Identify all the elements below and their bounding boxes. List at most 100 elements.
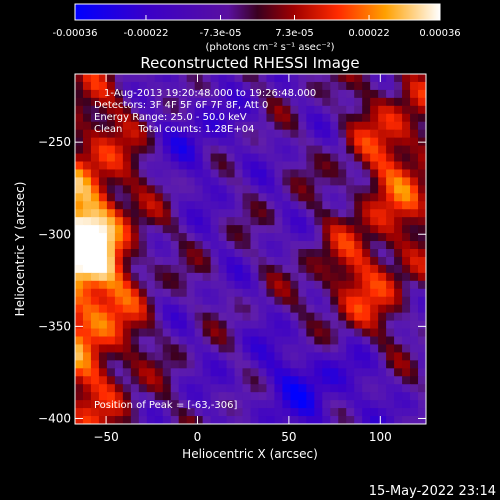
heatmap-cell (338, 209, 347, 218)
heatmap-cell (338, 185, 347, 194)
heatmap-cell (242, 344, 252, 353)
heatmap-cell (130, 121, 140, 131)
heatmap-cell (370, 89, 379, 99)
heatmap-cell (250, 280, 260, 290)
heatmap-cell (402, 408, 411, 417)
heatmap-cell (418, 185, 426, 194)
heatmap-cell (218, 193, 228, 202)
heatmap-cell (234, 336, 244, 346)
heatmap-cell (178, 304, 188, 314)
heatmap-cell (114, 360, 124, 369)
heatmap-cell (98, 153, 108, 163)
heatmap-cell (82, 264, 92, 274)
heatmap-cell (274, 408, 284, 417)
heatmap-cell (90, 185, 100, 194)
heatmap-cell (170, 336, 180, 346)
heatmap-cell (314, 264, 323, 274)
heatmap-cell (306, 320, 315, 330)
heatmap-cell (362, 225, 371, 234)
heatmap-cell (338, 304, 347, 314)
heatmap-cell (138, 145, 148, 155)
heatmap-cell (114, 400, 124, 409)
heatmap-cell (418, 416, 426, 424)
heatmap-cell (306, 225, 315, 234)
heatmap-cell (354, 185, 363, 194)
heatmap-cell (282, 320, 291, 330)
heatmap-cell (258, 177, 268, 186)
heatmap-cell (402, 193, 411, 202)
heatmap-cell (298, 312, 307, 322)
heatmap-cell (258, 137, 268, 147)
heatmap-cell (218, 256, 228, 266)
heatmap-cell (154, 81, 164, 91)
heatmap-cell (402, 400, 411, 409)
heatmap-cell (210, 201, 220, 210)
heatmap-cell (162, 97, 172, 107)
heatmap-cell (274, 256, 284, 266)
heatmap-cell (402, 376, 411, 385)
heatmap-cell (75, 416, 84, 424)
heatmap-cell (170, 368, 180, 377)
heatmap-cell (146, 304, 156, 314)
heatmap-cell (298, 161, 307, 171)
heatmap-cell (138, 312, 148, 322)
heatmap-cell (234, 384, 244, 393)
heatmap-cell (298, 320, 307, 330)
heatmap-cell (130, 225, 140, 234)
heatmap-cell (170, 89, 180, 99)
heatmap-cell (130, 145, 140, 155)
heatmap-cell (298, 193, 307, 202)
heatmap-cell (130, 105, 140, 115)
heatmap-cell (370, 368, 379, 377)
plot-frame (74, 73, 427, 425)
heatmap-cell (322, 233, 331, 242)
heatmap-cell (378, 74, 387, 83)
heatmap-cell (202, 320, 212, 330)
heatmap-cell (90, 233, 100, 242)
heatmap-cell (186, 129, 196, 139)
heatmap-cell (106, 113, 116, 123)
heatmap-cell (362, 328, 371, 338)
heatmap-cell (138, 384, 148, 393)
heatmap-cell (82, 368, 92, 377)
heatmap-cell (362, 336, 371, 346)
heatmap-cell (274, 185, 284, 194)
heatmap-cell (114, 344, 124, 353)
heatmap-cell (410, 153, 419, 163)
heatmap-cell (290, 209, 299, 218)
heatmap-cell (322, 312, 331, 322)
heatmap-cell (226, 233, 236, 242)
heatmap-cell (194, 392, 204, 401)
heatmap-cell (378, 225, 387, 234)
heatmap-cell (418, 280, 426, 290)
heatmap-cell (386, 392, 395, 401)
heatmap-cell (314, 328, 323, 338)
heatmap-cell (82, 336, 92, 346)
heatmap-cell (322, 177, 331, 186)
heatmap-cell (202, 368, 212, 377)
heatmap-cell (290, 89, 299, 99)
heatmap-cell (194, 336, 204, 346)
heatmap-cell (258, 328, 268, 338)
heatmap-cell (346, 304, 355, 314)
heatmap-cell (202, 408, 212, 417)
heatmap-cell (298, 105, 307, 115)
heatmap-cell (306, 256, 315, 266)
heatmap-cell (378, 344, 387, 353)
heatmap-cell (146, 225, 156, 234)
heatmap-cell (194, 89, 204, 99)
heatmap-cell (298, 201, 307, 210)
heatmap-cell (298, 153, 307, 163)
heatmap-cell (266, 97, 276, 107)
heatmap-cell (210, 145, 220, 155)
heatmap-cell (122, 241, 132, 250)
heatmap-cell (114, 225, 124, 234)
heatmap-cell (282, 384, 291, 393)
heatmap-cell (402, 328, 411, 338)
heatmap-cell (362, 113, 371, 123)
heatmap-cell (114, 280, 124, 290)
heatmap-cell (282, 336, 291, 346)
heatmap-cell (266, 408, 276, 417)
heatmap-cell (130, 352, 140, 361)
